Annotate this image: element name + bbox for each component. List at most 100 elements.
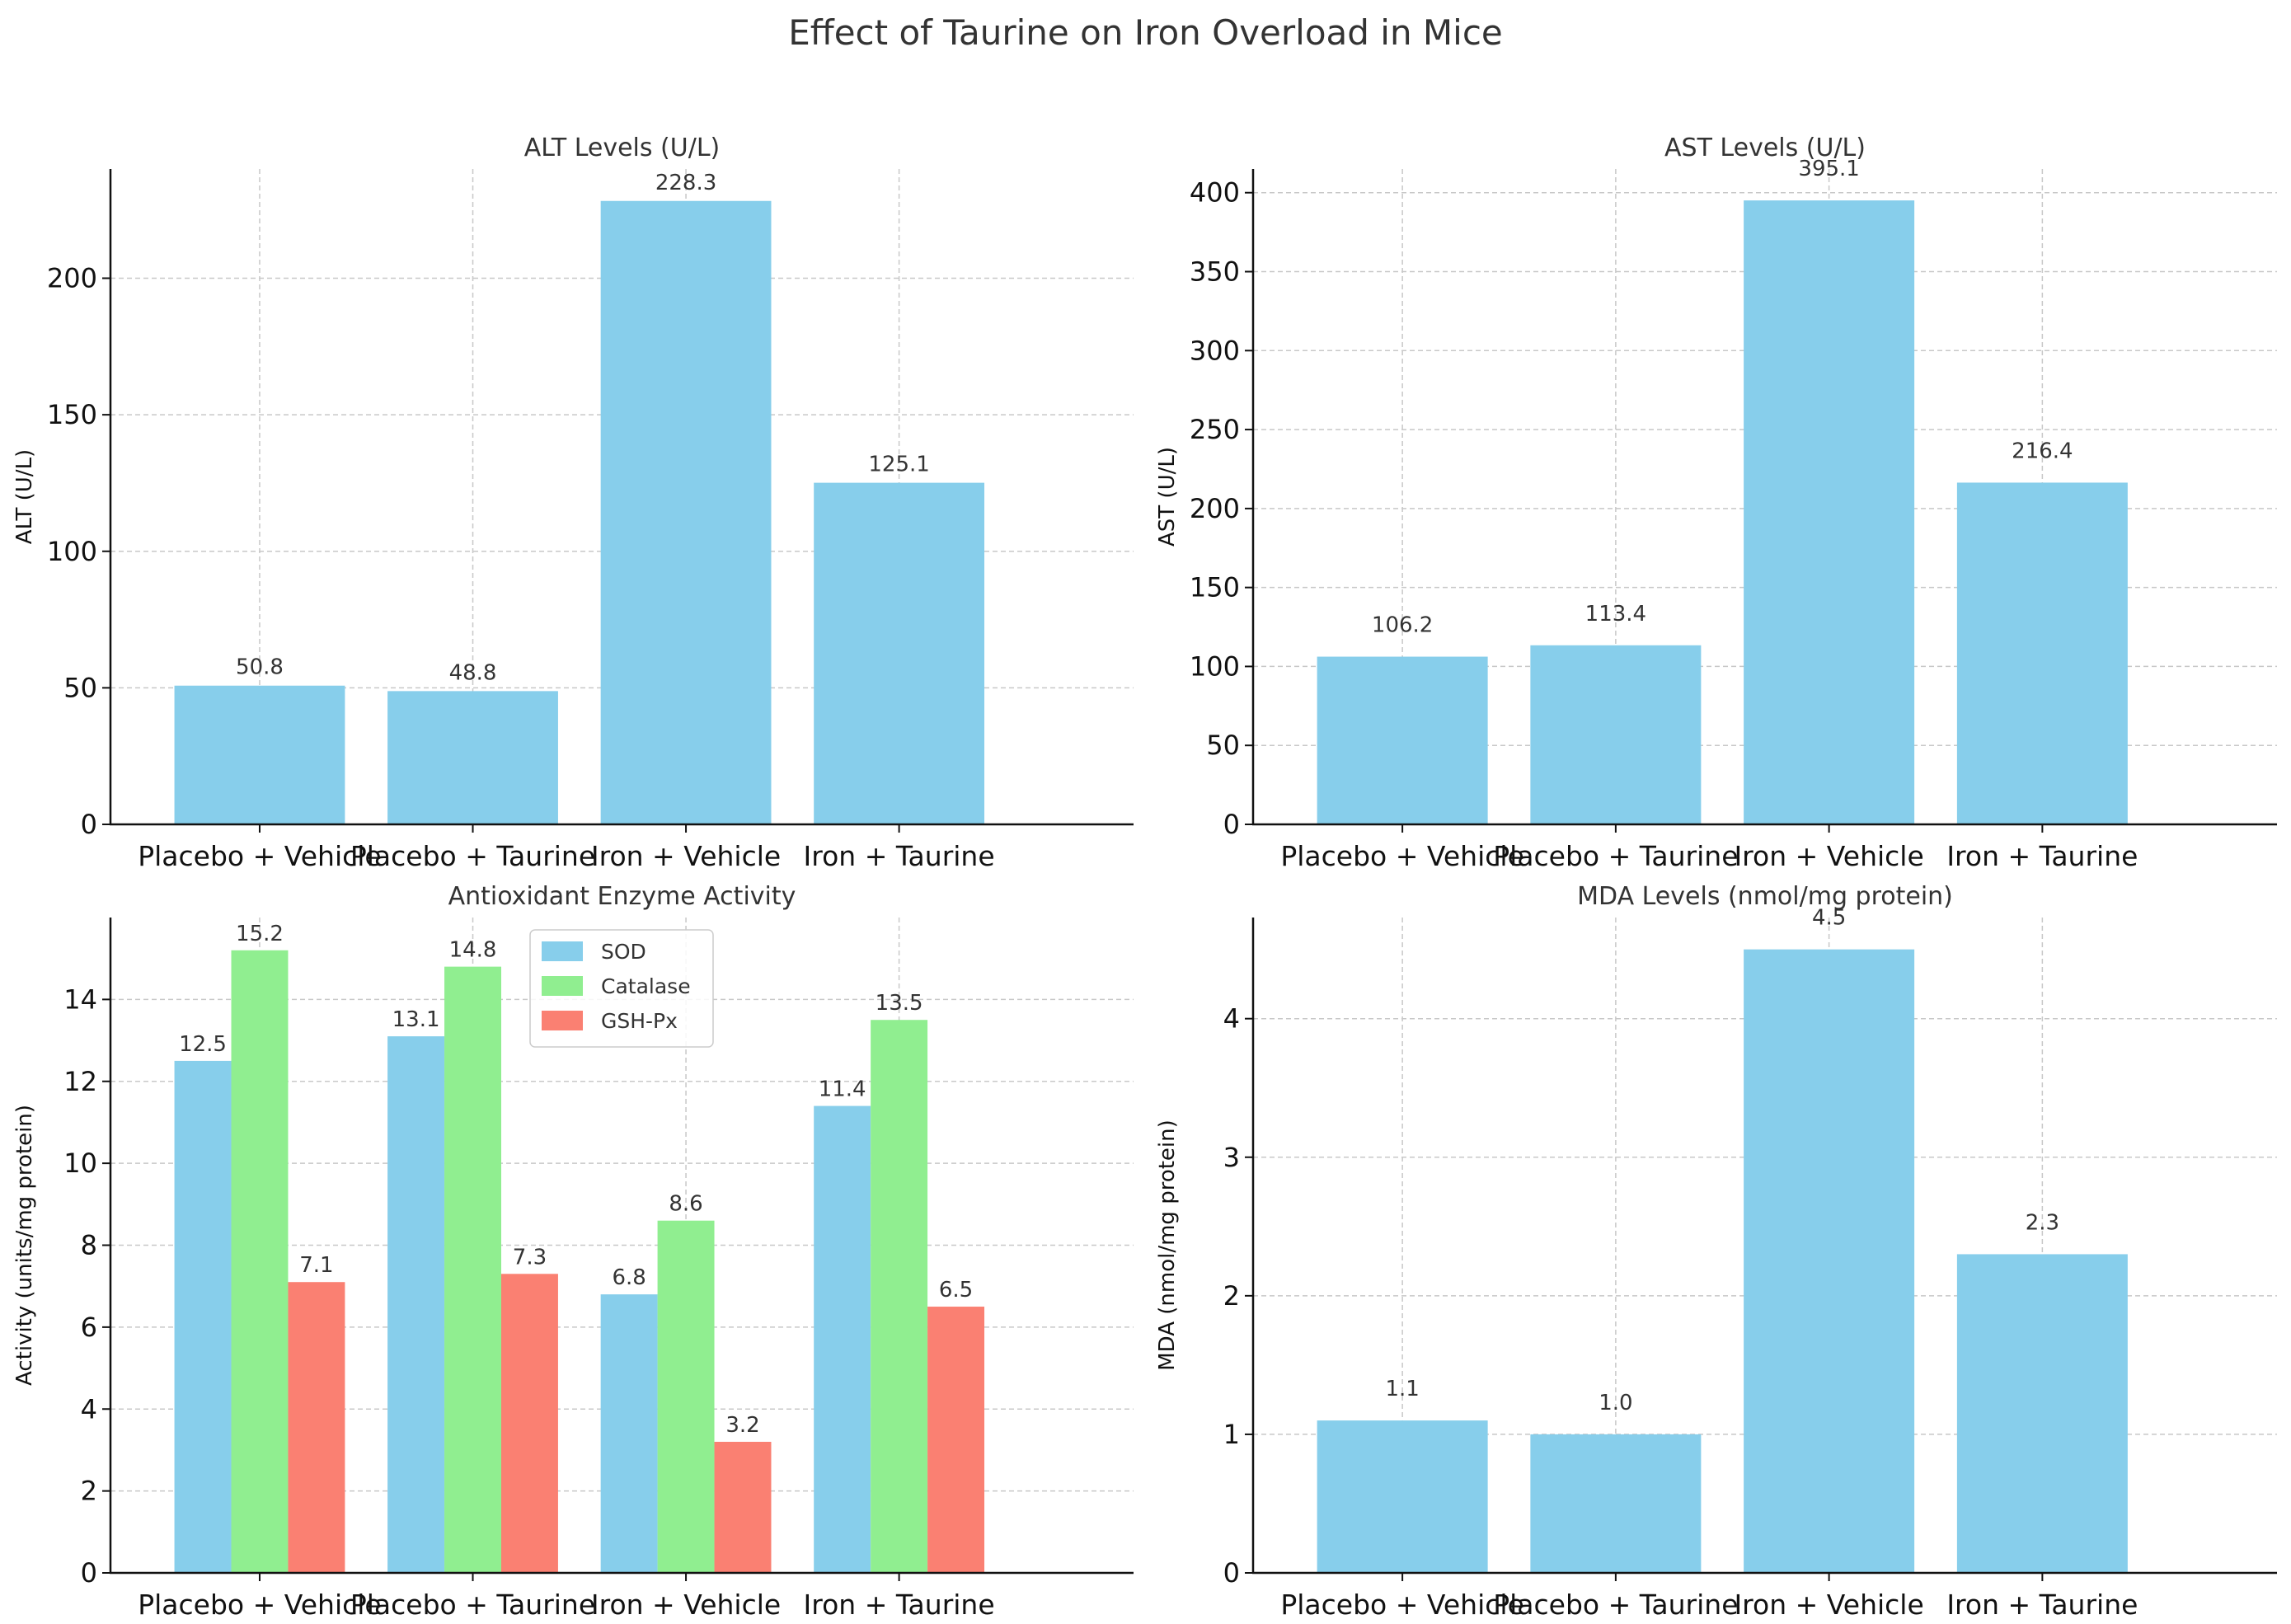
y-tick-label: 2 [1223,1280,1240,1312]
legend: SOD Catalase GSH-Px [529,929,714,1048]
data-label: 13.1 [392,1007,440,1032]
bar [1956,1254,2128,1573]
panel-2: 106.2 113.4 395.1 216.4 0 50 100 150 200 250 300 35… [1155,134,2277,872]
bar-catalase [444,966,501,1573]
data-label: 6.5 [939,1278,973,1302]
y-tick-label: 400 [1190,177,1240,209]
data-label: 125.1 [868,453,929,477]
data-label: 48.8 [449,660,497,685]
y-tick-label: 50 [1206,730,1240,761]
bar [1744,949,1915,1573]
data-label: 7.3 [513,1245,547,1270]
x-tick-label: Placebo + Vehicle [1280,840,1524,872]
x-tick-label: Iron + Taurine [1946,1589,2138,1621]
data-label: 395.1 [1798,157,1859,181]
y-tick-label: 250 [1190,414,1240,445]
data-label: 1.1 [1385,1377,1419,1401]
bar [1317,1420,1488,1573]
y-tick-label: 14 [63,983,97,1015]
bar-sod [387,1036,445,1573]
x-tick-label: Iron + Taurine [1946,840,2138,872]
data-label: 106.2 [1372,613,1433,638]
bar-catalase [231,950,289,1573]
y-tick-label: 0 [1223,809,1240,840]
bar [1744,200,1915,824]
y-tick-label: 150 [1190,572,1240,603]
data-label: 228.3 [655,171,716,195]
panel-title: ALT Levels (U/L) [524,134,721,162]
legend-swatch-gshpx [542,1011,583,1030]
legend-label: GSH-Px [601,1009,678,1033]
data-label: 15.2 [236,922,284,946]
data-label: 8.6 [669,1192,702,1217]
bar [600,200,772,825]
x-tick-label: Placebo + Vehicle [138,1589,382,1621]
y-tick-label: 0 [1223,1557,1240,1589]
legend-swatch-catalase [542,976,583,996]
data-label: 7.1 [299,1253,333,1278]
panel-3: 12.5 13.1 6.8 11.4 15.2 14.8 8.6 13.5 7.1 7.3 3.2 6… [12,882,1134,1621]
bar-gshpx [927,1307,985,1573]
data-label: 4.5 [1812,906,1846,931]
y-tick-label: 8 [81,1230,97,1261]
y-tick-label: 4 [81,1393,97,1425]
x-tick-label: Iron + Taurine [804,840,995,872]
bar [814,482,985,824]
y-axis-label: MDA (nmol/mg protein) [1155,1119,1180,1371]
bar-gshpx [714,1442,772,1573]
x-tick-label: Placebo + Vehicle [138,840,382,872]
y-tick-label: 10 [63,1148,97,1179]
bar-gshpx [500,1274,558,1573]
y-tick-label: 300 [1190,335,1240,366]
bar [1956,482,2128,824]
panel-1: 50.8 48.8 228.3 125.1 0 50 100 150 200 Placebo + … [12,134,1134,872]
y-tick-label: 150 [47,399,97,430]
y-tick-label: 12 [63,1066,97,1097]
panel-title: Antioxidant Enzyme Activity [448,882,796,911]
y-tick-label: 200 [47,263,97,294]
y-tick-label: 0 [81,1557,97,1589]
data-label: 2.3 [2026,1210,2059,1235]
y-tick-label: 4 [1223,1003,1240,1035]
data-label: 6.8 [612,1265,646,1290]
y-axis-label: ALT (U/L) [12,449,37,544]
bar-sod [600,1294,658,1573]
bar-sod [174,1060,232,1573]
x-tick-label: Placebo + Taurine [1493,840,1738,872]
x-tick-label: Iron + Vehicle [591,1589,781,1621]
data-label: 50.8 [236,655,284,680]
bar [174,685,345,824]
y-tick-label: 350 [1190,256,1240,288]
bar-gshpx [288,1282,345,1573]
bar-catalase [657,1220,715,1573]
panel-4: 1.1 1.0 4.5 2.3 0 1 2 3 4 Placebo + VehiclePlaceb… [1155,882,2277,1621]
y-tick-label: 200 [1190,493,1240,524]
legend-label: Catalase [601,974,691,998]
bar-sod [814,1105,871,1573]
x-tick-label: Placebo + Taurine [350,1589,595,1621]
y-tick-label: 50 [63,672,97,703]
bar [1530,645,1702,824]
bar-catalase [871,1020,928,1573]
x-tick-label: Placebo + Taurine [1493,1589,1738,1621]
panel-title: MDA Levels (nmol/mg protein) [1577,882,1953,911]
data-label: 14.8 [449,938,497,963]
bar [1530,1434,1702,1573]
x-tick-label: Iron + Taurine [804,1589,995,1621]
x-tick-label: Iron + Vehicle [1734,1589,1923,1621]
bar [387,691,558,824]
x-tick-label: Iron + Vehicle [591,840,781,872]
bar [1317,656,1488,824]
figure-title: Effect of Taurine on Iron Overload in Mi… [788,12,1503,53]
y-tick-label: 100 [47,536,97,567]
data-label: 11.4 [819,1077,866,1102]
y-axis-label: Activity (units/mg protein) [12,1105,37,1386]
y-tick-label: 0 [81,809,97,840]
panel-title: AST Levels (U/L) [1664,134,1866,162]
data-label: 13.5 [876,991,923,1016]
y-tick-label: 100 [1190,650,1240,682]
data-label: 1.0 [1599,1391,1632,1415]
data-label: 113.4 [1585,602,1646,627]
legend-swatch-sod [542,941,583,961]
